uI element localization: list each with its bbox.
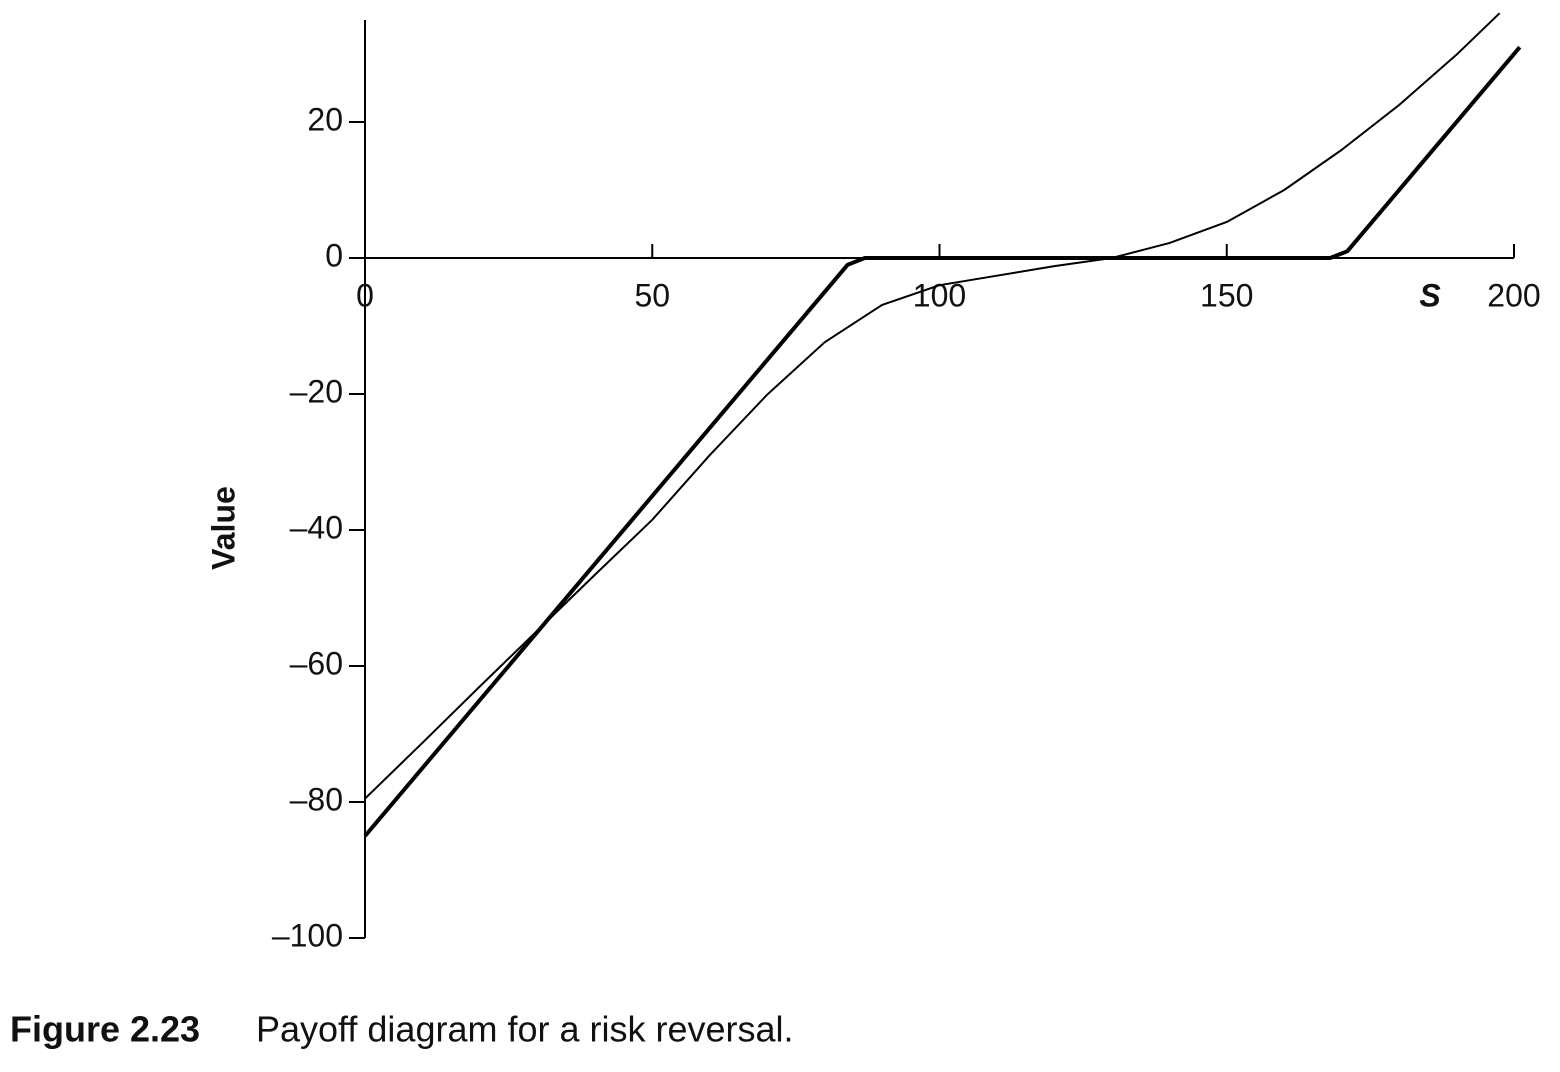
y-tick-label: –100: [272, 917, 343, 953]
series-line: [364, 12, 1501, 800]
y-axis-label: Value: [205, 486, 241, 570]
x-tick-label: 200: [1487, 277, 1540, 313]
y-tick-label: 0: [325, 237, 343, 273]
y-tick-label: –20: [290, 373, 343, 409]
x-tick-label: 150: [1200, 277, 1253, 313]
x-tick-label: 100: [913, 277, 966, 313]
series-line: [363, 45, 1522, 838]
caption-label: Figure 2.23: [10, 1009, 200, 1050]
x-tick-label: 0: [356, 277, 374, 313]
y-tick-label: –80: [290, 781, 343, 817]
y-tick-label: –40: [290, 509, 343, 545]
caption-text: Payoff diagram for a risk reversal.: [256, 1009, 794, 1050]
y-tick-label: 20: [307, 101, 343, 137]
y-tick-label: –60: [290, 645, 343, 681]
x-axis-label: S: [1419, 277, 1441, 313]
x-tick-label: 50: [634, 277, 670, 313]
